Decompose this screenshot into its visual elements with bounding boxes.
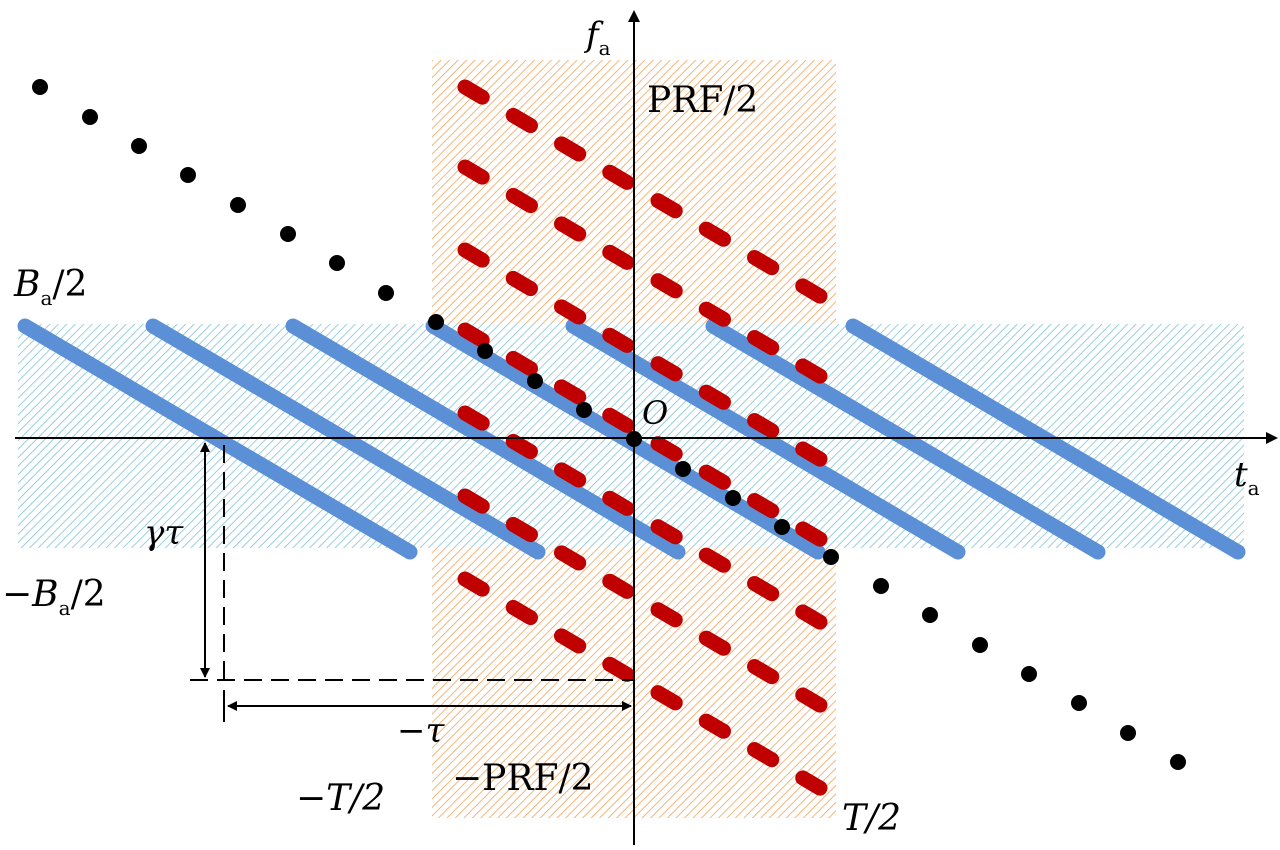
red-dashed-lines [457,79,838,802]
neg-T-half-label: −T/2 [296,778,385,819]
f-axis-label: fa [583,15,611,60]
dot [527,373,543,389]
dot [32,79,48,95]
dot [230,197,246,213]
ba-top-label: Ba/2 [13,264,87,310]
dot [1120,725,1136,741]
red-dashed-line [457,405,838,636]
neg-tau-label: −τ [397,711,445,751]
dot [180,167,196,183]
dot [922,607,938,623]
dot [774,519,790,535]
dot [131,138,147,154]
dot [329,255,345,271]
red-dashed-line [457,79,838,310]
dot [675,461,691,477]
dot [972,637,988,653]
dot [477,343,493,359]
red-dashed-line [457,571,838,802]
dot [428,314,444,330]
gamma-tau-label: γτ [144,513,184,553]
dot [378,285,394,301]
dot [280,226,296,242]
dot [823,549,839,565]
dot [725,490,741,506]
origin-label: O [642,394,668,432]
dot [1021,666,1037,682]
dot [82,109,98,125]
dot [1071,695,1087,711]
dotted-line [32,79,1186,770]
ba-bottom-label: −Ba/2 [2,574,106,620]
dot [1170,754,1186,770]
red-dashed-line [457,322,838,553]
T-half-label: T/2 [842,798,901,839]
red-dashed-line [457,242,838,473]
red-dashed-line [457,488,838,719]
prf-top-label: PRF/2 [647,80,758,121]
t-axis-label: ta [1234,455,1260,500]
dot [576,402,592,418]
dot [873,578,889,594]
prf-bottom-label: −PRF/2 [452,758,594,799]
red-dashed-line [457,159,838,390]
